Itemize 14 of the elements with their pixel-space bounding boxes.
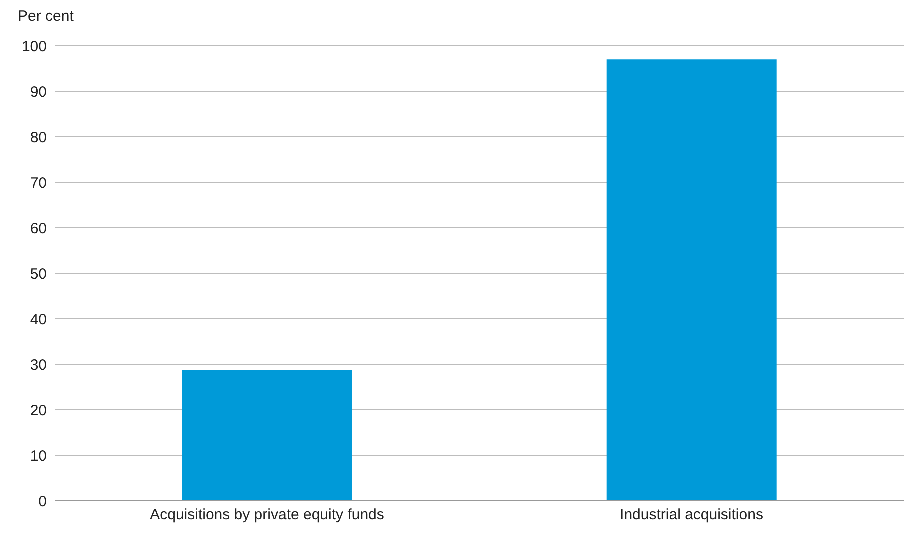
y-tick-label: 90 — [30, 84, 47, 101]
y-tick-label: 10 — [30, 448, 47, 465]
x-tick-label: Acquisitions by private equity funds — [150, 506, 384, 524]
y-tick-label: 70 — [30, 174, 47, 192]
y-tick-label: 100 — [22, 38, 47, 56]
x-tick-label: Industrial acquisitions — [620, 506, 764, 524]
y-tick-label: 40 — [30, 311, 47, 328]
y-tick-label: 30 — [30, 356, 47, 374]
y-tick-label: 80 — [30, 129, 47, 146]
y-tick-label: 20 — [30, 402, 47, 420]
y-tick-label: 0 — [38, 493, 47, 510]
y-axis-title: Per cent — [18, 8, 74, 25]
y-tick-label: 50 — [30, 266, 47, 283]
y-tick-label: 60 — [30, 220, 47, 238]
